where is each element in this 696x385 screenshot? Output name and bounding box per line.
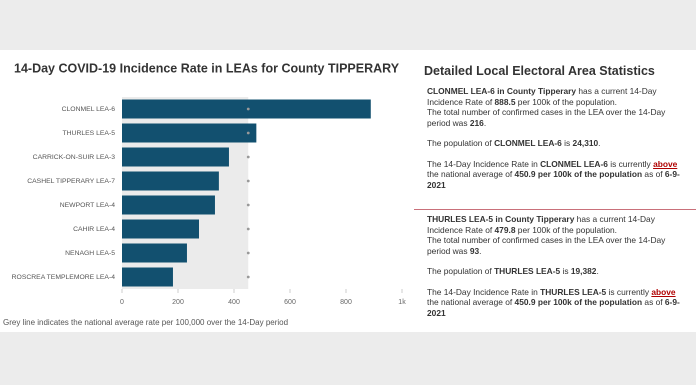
y-tick-label: THURLES LEA-5 [62,130,115,137]
text-segment: CLONMEL LEA-6 [540,158,608,169]
detail-panel: CLONMEL LEA-6 in County Tipperary has a … [427,86,685,206]
text-segment: has a current 14-Day Incidence Rate of [427,214,655,235]
text-segment: . [598,138,601,148]
details-title: Detailed Local Electoral Area Statistics [424,64,655,78]
reference-dot [246,107,250,111]
text-segment: per 100k of the population. [515,224,617,235]
text-segment: . [479,245,482,256]
text-segment: THURLES LEA-5 in County Tipperary [427,214,575,224]
text-segment: . [483,117,487,128]
paragraph: The total number of confirmed cases in t… [427,235,685,256]
x-tick-label: 1k [398,299,406,306]
paragraph: The population of CLONMEL LEA-6 is 24,31… [427,138,685,149]
text-segment: per 100k of the population. [515,96,617,107]
reference-dot [246,179,250,183]
text-segment: . [596,266,599,276]
text-segment: has a current 14-Day Incidence Rate of [427,86,657,107]
bar [122,243,187,263]
text-segment: above [653,158,678,169]
text-segment: The population of [427,138,495,148]
text-segment: 93 [469,245,480,256]
x-tick-label: 200 [172,299,184,306]
text-segment: is currently [606,286,652,297]
text-segment: is [561,138,573,148]
text-segment: THURLES LEA-5 [494,266,561,276]
bar [122,195,215,215]
bar [122,99,371,119]
y-tick-label: NENAGH LEA-5 [65,250,115,257]
bar [122,123,257,143]
x-tick-label: 600 [284,299,296,306]
text-segment: is [560,266,571,276]
text-segment: 479.8 [494,224,516,235]
text-segment: 6-9-2021 [427,169,680,190]
y-tick-label: ROSCREA TEMPLEMORE LEA-4 [12,274,116,281]
text-block: THURLES LEA-5 in County Tipperary has a … [427,214,685,256]
reference-dot [246,227,250,231]
text-segment: 888.5 [494,96,516,107]
bar [122,267,173,287]
x-tick-label: 0 [120,299,124,306]
text-block: The population of CLONMEL LEA-6 is 24,31… [427,138,685,149]
text-block: The population of THURLES LEA-5 is 19,38… [427,266,685,277]
text-segment: the national average of [427,169,515,179]
text-segment: 24,310 [572,138,599,148]
bar [122,147,229,167]
y-tick-label: CASHEL TIPPERARY LEA-7 [27,178,115,185]
bar [122,219,199,239]
x-tick-label: 400 [228,299,240,306]
text-segment: above [651,286,676,297]
text-segment: as of [642,297,665,307]
reference-dot [246,275,250,279]
footnote: Grey line indicates the national average… [3,318,288,327]
divider [414,209,696,210]
paragraph: THURLES LEA-5 in County Tipperary has a … [427,214,685,235]
text-segment: The population of [427,266,495,276]
text-segment: 450.9 per 100k of the population [514,297,643,307]
text-segment: The 14-Day Incidence Rate in [427,158,541,169]
text-segment: 6-9-2021 [427,297,680,318]
y-tick-label: CLONMEL LEA-6 [62,106,116,113]
text-segment: The total number of confirmed cases in t… [427,107,666,128]
text-segment: is currently [607,158,654,169]
text-block: The 14-Day Incidence Rate in CLONMEL LEA… [427,159,685,191]
text-segment: 450.9 per 100k of the population [514,169,643,179]
text-block: CLONMEL LEA-6 in County Tipperary has a … [427,86,685,128]
text-segment: The 14-Day Incidence Rate in [427,286,541,297]
dashboard-card [0,50,696,332]
text-segment: CLONMEL LEA-6 [494,138,562,148]
paragraph: The population of THURLES LEA-5 is 19,38… [427,266,685,277]
y-tick-label: CAHIR LEA-4 [73,226,115,233]
text-segment: 19,382 [570,266,597,276]
chart-title: 14-Day COVID-19 Incidence Rate in LEAs f… [14,61,400,75]
text-segment: THURLES LEA-5 [540,286,607,297]
paragraph: The 14-Day Incidence Rate in CLONMEL LEA… [427,159,685,191]
detail-panel: THURLES LEA-5 in County Tipperary has a … [427,214,685,320]
reference-dot [246,203,250,207]
reference-dot [246,131,250,135]
text-segment: The total number of confirmed cases in t… [427,235,666,256]
paragraph: The 14-Day Incidence Rate in THURLES LEA… [427,287,685,319]
reference-dot [246,251,250,255]
text-segment: 216 [469,117,484,128]
bar [122,171,219,191]
x-tick-label: 800 [340,299,352,306]
text-segment: as of [642,169,665,179]
paragraph: CLONMEL LEA-6 in County Tipperary has a … [427,86,685,107]
y-tick-label: NEWPORT LEA-4 [60,202,115,209]
y-tick-label: CARRICK-ON-SUIR LEA-3 [33,154,116,161]
paragraph: The total number of confirmed cases in t… [427,107,685,128]
text-block: The 14-Day Incidence Rate in THURLES LEA… [427,287,685,319]
reference-dot [246,155,250,159]
text-segment: CLONMEL LEA-6 in County Tipperary [427,86,577,96]
text-segment: the national average of [427,297,515,307]
